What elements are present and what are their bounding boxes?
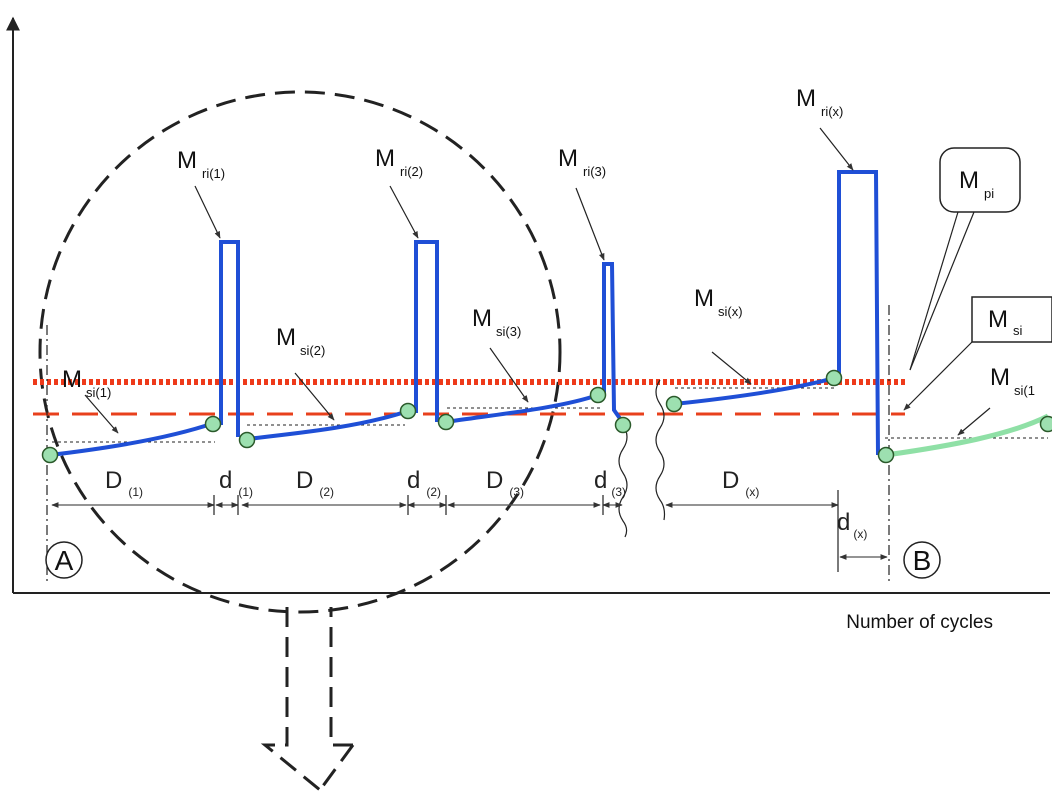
leader-mri1 [194,185,221,239]
peak-1 [214,240,240,437]
curve-seg-3 [445,393,599,424]
curve-seg-1 [49,421,215,457]
dim-label-d1: d (1) [219,467,253,499]
leader-msi [903,341,973,411]
leader-msi1b [957,407,991,436]
marker-start-break [614,416,632,434]
point-b-circle [903,541,941,579]
break-right [655,379,666,521]
dim-label-D2: D (2) [296,467,334,499]
dimension-ticks [213,490,839,572]
break-marks [618,379,666,538]
point-b-label: B [913,545,932,576]
curve-seg-2 [246,409,409,441]
reference-dashes [52,387,1048,443]
leader-msix [711,351,752,385]
leader-mpi-b [909,211,975,371]
marker-start-next [877,446,895,464]
zoom-circle-outline [38,90,562,614]
dimension-lines [51,502,888,560]
mpi-callout-box [939,147,1021,213]
point-a-label: A [55,545,74,576]
dim-label-D1: D (1) [105,467,143,499]
msi-callout-box [971,296,1052,343]
leader-mpi-a [909,211,959,371]
marker-end-1 [204,415,222,433]
leader-msi2 [294,372,335,421]
point-a-circle [45,541,83,579]
markers [41,369,1052,464]
peak-2 [408,240,439,422]
dim-label-d3: d (3) [594,467,626,499]
dim-label-dx: d (x) [837,509,867,541]
x-axis-label: Number of cycles [846,612,993,633]
zoom-arrow-head-right [318,744,355,791]
leader-lines [84,127,991,436]
marker-start-3 [437,413,455,431]
marker-end-next [1039,415,1052,433]
leader-mri2 [389,185,419,239]
marker-end-x [825,369,843,387]
leader-mrix [819,127,854,171]
marker-start-1 [41,446,59,464]
zoom-down-arrow [260,607,353,792]
leader-msi3 [489,347,529,403]
point-b: B [903,541,941,579]
break-left [618,424,628,538]
dim-label-d2: d (2) [407,467,441,499]
marker-end-2 [399,402,417,420]
zoom-circle [38,90,562,792]
point-a: A [45,541,83,579]
leader-mri3 [575,187,605,261]
leader-msi1 [84,394,119,434]
curve-seg-x [673,376,835,406]
marker-start-2 [238,431,256,449]
marker-start-x [665,395,683,413]
dim-label-Dx: D (x) [722,467,759,499]
axes [5,16,1050,594]
marker-end-3 [589,386,607,404]
curve-seg-next [885,413,1050,458]
dim-label-D3: D (3) [486,467,524,499]
